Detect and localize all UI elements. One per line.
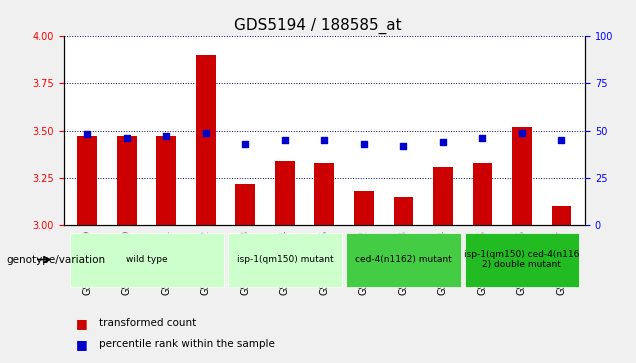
Text: isp-1(qm150) mutant: isp-1(qm150) mutant — [237, 255, 333, 264]
Point — [82, 131, 92, 137]
Bar — [156, 136, 176, 225]
Text: wild type: wild type — [126, 255, 167, 264]
Text: ■: ■ — [76, 317, 88, 330]
Text: ■: ■ — [76, 338, 88, 351]
Bar — [551, 206, 571, 225]
FancyBboxPatch shape — [69, 233, 224, 287]
Bar — [117, 136, 137, 225]
Point — [162, 134, 172, 139]
Text: genotype/variation: genotype/variation — [6, 254, 106, 265]
Point — [517, 130, 527, 135]
Bar — [196, 55, 216, 225]
Point — [240, 141, 251, 147]
Text: transformed count: transformed count — [99, 318, 196, 328]
Bar — [275, 161, 294, 225]
Bar — [354, 191, 374, 225]
Point — [398, 143, 408, 149]
Bar — [473, 163, 492, 225]
Text: GDS5194 / 188585_at: GDS5194 / 188585_at — [234, 18, 402, 34]
Bar — [512, 127, 532, 225]
Bar — [394, 197, 413, 225]
Text: ced-4(n1162) mutant: ced-4(n1162) mutant — [355, 255, 452, 264]
Text: percentile rank within the sample: percentile rank within the sample — [99, 339, 275, 349]
Point — [201, 130, 211, 135]
FancyBboxPatch shape — [228, 233, 342, 287]
Point — [280, 137, 290, 143]
Text: isp-1(qm150) ced-4(n116
2) double mutant: isp-1(qm150) ced-4(n116 2) double mutant — [464, 250, 579, 269]
Bar — [235, 184, 255, 225]
Point — [319, 137, 329, 143]
Point — [121, 135, 132, 141]
Point — [359, 141, 369, 147]
FancyBboxPatch shape — [465, 233, 579, 287]
Point — [477, 135, 487, 141]
Bar — [78, 136, 97, 225]
Point — [556, 137, 567, 143]
FancyBboxPatch shape — [346, 233, 460, 287]
Bar — [314, 163, 335, 225]
Bar — [433, 167, 453, 225]
Point — [438, 139, 448, 145]
